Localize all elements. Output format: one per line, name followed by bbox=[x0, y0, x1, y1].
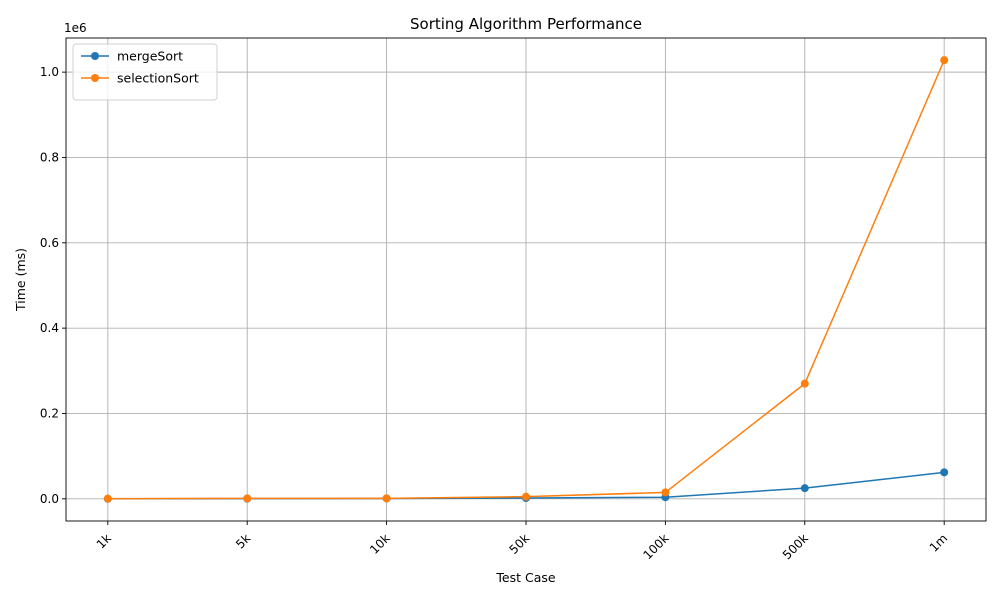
x-axis-label: Test Case bbox=[495, 570, 555, 585]
legend-box bbox=[72, 43, 218, 101]
y-tick-label: 0.4 bbox=[40, 321, 59, 335]
y-axis-offset-label: 1e6 bbox=[64, 21, 87, 35]
y-tick-label: 0.0 bbox=[40, 492, 59, 506]
data-point bbox=[382, 494, 391, 503]
data-point bbox=[522, 492, 530, 501]
y-tick-label: 0.8 bbox=[40, 150, 59, 164]
chart-title: Sorting Algorithm Performance bbox=[410, 15, 642, 33]
y-axis-label: Time (ms) bbox=[13, 248, 28, 312]
y-tick-label: 1.0 bbox=[40, 65, 59, 79]
legend: mergeSort selectionSort bbox=[72, 43, 218, 101]
data-point bbox=[243, 494, 252, 503]
series-selectionSort bbox=[103, 56, 949, 503]
series-layer bbox=[103, 56, 949, 503]
y-tick-label: 0.6 bbox=[40, 236, 59, 250]
data-point bbox=[940, 468, 949, 477]
data-point bbox=[661, 488, 670, 497]
data-point bbox=[103, 494, 112, 503]
legend-label: selectionSort bbox=[117, 71, 199, 86]
legend-marker bbox=[91, 52, 99, 60]
legend-label: mergeSort bbox=[117, 49, 183, 64]
data-point bbox=[940, 56, 949, 65]
data-point bbox=[800, 484, 809, 493]
data-point bbox=[800, 379, 809, 388]
legend-marker bbox=[91, 74, 99, 82]
y-tick-label: 0.2 bbox=[40, 406, 59, 420]
